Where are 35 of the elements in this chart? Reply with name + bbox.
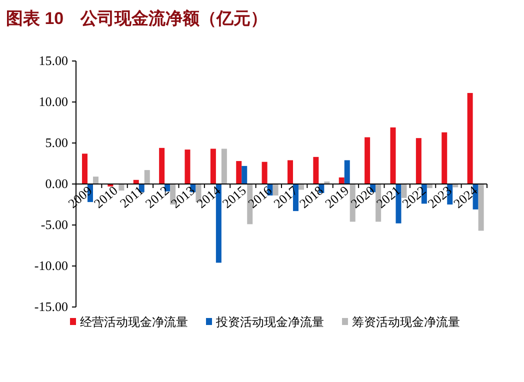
bar [452, 184, 458, 188]
bar [478, 184, 484, 231]
y-tick-label: 5.00 [45, 135, 68, 150]
bar [262, 162, 268, 184]
bar [221, 148, 227, 184]
bar [467, 92, 473, 184]
bar [390, 127, 396, 184]
bar [236, 161, 242, 184]
y-tick-label: -10.00 [34, 258, 68, 273]
bar [313, 156, 319, 184]
bar [272, 184, 278, 196]
bar [210, 148, 216, 184]
bar [288, 160, 293, 184]
bar [159, 148, 165, 184]
x-tick-label: 2018 [296, 182, 326, 212]
bar [293, 184, 298, 212]
y-tick-label: 10.00 [38, 94, 68, 109]
bar [184, 150, 190, 184]
bar [82, 154, 88, 184]
bar [242, 166, 248, 184]
y-tick-label: -15.00 [34, 299, 68, 314]
bar [416, 138, 422, 184]
bar [144, 170, 150, 184]
legend-label: 投资活动现金净流量 [215, 315, 324, 329]
bar [344, 160, 350, 184]
y-tick-label: -5.00 [40, 217, 68, 232]
legend-label: 筹资活动现金净流量 [352, 315, 460, 329]
chart-title: 图表 10 公司现金流净额（亿元） [6, 9, 268, 28]
y-tick-label: 0.00 [45, 176, 68, 191]
bar [442, 132, 448, 184]
bar [93, 176, 98, 184]
bar [364, 137, 370, 184]
y-tick-label: 15.00 [38, 53, 68, 68]
bar [338, 177, 344, 184]
legend-label: 经营活动现金净流量 [80, 315, 188, 329]
